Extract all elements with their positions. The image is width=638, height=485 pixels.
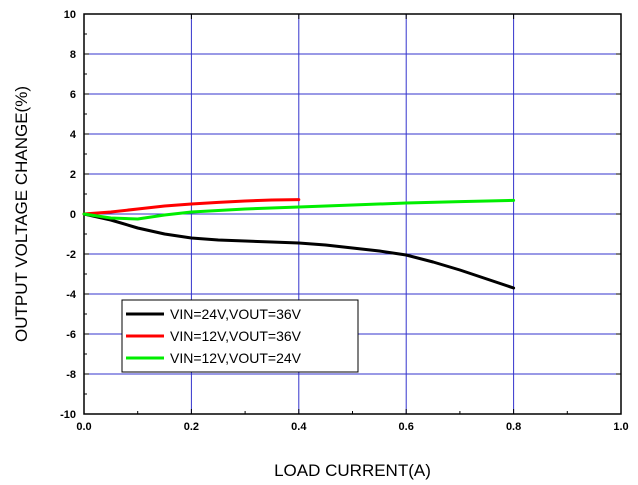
- x-tick-label: 0.2: [184, 421, 199, 433]
- y-tick-label: 4: [70, 129, 77, 141]
- y-tick-label: 2: [70, 169, 76, 181]
- series-line-2: [82, 198, 301, 216]
- legend-label: VIN=12V,VOUT=36V: [170, 328, 302, 344]
- y-tick-label: -4: [66, 289, 77, 301]
- y-tick-label: -6: [66, 329, 76, 341]
- series-line-1: [82, 212, 516, 290]
- y-axis-title: OUTPUT VOLTAGE CHANGE(%): [12, 86, 31, 342]
- x-tick-label: 0.4: [291, 421, 307, 433]
- y-tick-label: 6: [70, 89, 76, 101]
- x-tick-label: 0.0: [76, 421, 91, 433]
- x-axis-title: LOAD CURRENT(A): [274, 461, 431, 480]
- y-tick-label: 8: [70, 49, 76, 61]
- series-line-3: [82, 198, 516, 221]
- y-tick-label: 0: [70, 209, 76, 221]
- y-tick-label: -8: [66, 369, 76, 381]
- x-tick-label: 1.0: [613, 421, 628, 433]
- axis-ticks: 0.0 0.2 0.4 0.6 0.8 1.0 -10 -8 -6 -4 -2 0 2 4 6 8 10: [60, 9, 629, 433]
- y-tick-label: -10: [60, 409, 76, 421]
- series-lines: [82, 198, 516, 290]
- y-tick-label: 10: [64, 9, 76, 21]
- legend-label: VIN=12V,VOUT=24V: [170, 350, 302, 366]
- x-tick-label: 0.6: [399, 421, 414, 433]
- y-tick-label: -2: [66, 249, 76, 261]
- legend: VIN=24V,VOUT=36V VIN=12V,VOUT=36V VIN=12V,…: [121, 299, 359, 373]
- legend-label: VIN=24V,VOUT=36V: [170, 306, 302, 322]
- x-tick-label: 0.8: [506, 421, 521, 433]
